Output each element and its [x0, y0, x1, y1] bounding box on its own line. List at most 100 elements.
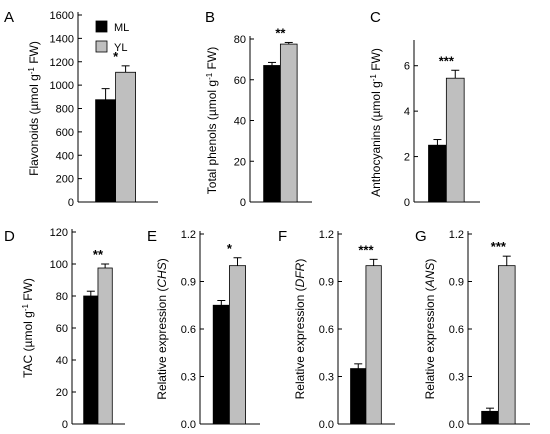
y-axis-label: Total phenols (µmol g-1 FW): [205, 47, 220, 194]
y-tick-label: 1.2: [181, 229, 196, 241]
legend-swatch-ml: [95, 20, 108, 33]
panel-letter: C: [370, 9, 381, 26]
bar-ml: [481, 410, 499, 425]
y-tick-label: 0.6: [449, 324, 464, 336]
panel-a: A 0 200 400 600 800 1000 1200 1400 1600 Flavonoids…: [4, 9, 158, 209]
error-bar-ml: [86, 290, 95, 296]
error-bar-ml: [268, 61, 277, 66]
bar-yl: [228, 265, 246, 425]
bar-ml: [83, 295, 99, 425]
y-tick-label: 1000: [50, 80, 74, 92]
bar-ml: [428, 144, 447, 203]
y-tick-label: 0.0: [449, 419, 464, 431]
panel-letter: D: [4, 228, 15, 245]
significance-label: ***: [358, 242, 374, 257]
y-tick-label: 0.0: [319, 419, 334, 431]
y-tick-label: 4: [404, 106, 410, 118]
panel-letter: B: [205, 9, 215, 26]
y-tick-label: 80: [234, 34, 246, 46]
y-tick-label: 60: [56, 323, 68, 335]
error-bar-ml: [217, 300, 226, 306]
y-tick-label: 120: [50, 227, 68, 239]
error-bar-yl: [369, 258, 378, 266]
y-tick-label: 1400: [50, 33, 74, 45]
y-tick-label: 80: [56, 291, 68, 303]
significance-label: ***: [491, 239, 507, 254]
panel-letter: F: [278, 228, 287, 245]
y-tick-label: 0: [240, 197, 246, 209]
bar-yl: [497, 265, 516, 425]
significance-label: **: [93, 247, 104, 262]
y-tick-label: 0.9: [449, 277, 464, 289]
y-tick-label: 0.3: [449, 372, 464, 384]
y-tick-label: 0.0: [181, 419, 196, 431]
legend-label-yl: YL: [114, 42, 127, 54]
y-tick-label: 100: [50, 259, 68, 271]
y-tick-label: 0.6: [181, 324, 196, 336]
y-axis-label: TAC (µmol g-1 FW): [21, 278, 36, 378]
error-bar-ml: [433, 139, 442, 146]
y-tick-label: 6: [404, 61, 410, 73]
error-bar-ml: [101, 88, 110, 100]
y-tick-label: 600: [56, 127, 74, 139]
y-tick-label: 2: [404, 152, 410, 164]
y-axis-label: Anthocyanins (µmol g-1 FW): [369, 48, 384, 197]
panel-letter: G: [415, 228, 427, 245]
bar-ml: [95, 99, 116, 203]
y-tick-label: 0: [62, 419, 68, 431]
bar-yl: [365, 265, 382, 425]
y-tick-label: 40: [56, 355, 68, 367]
legend-label-ml: ML: [114, 22, 129, 34]
y-tick-label: 20: [234, 156, 246, 168]
y-tick-label: 200: [56, 174, 74, 186]
bar-yl: [115, 71, 136, 203]
significance-label: *: [227, 241, 233, 256]
error-bar-ml: [486, 407, 495, 412]
bar-ml: [212, 304, 230, 425]
y-axis-label: Relative expression (CHS): [155, 258, 169, 399]
y-tick-label: 1200: [50, 57, 74, 69]
y-tick-label: 0.6: [319, 324, 334, 336]
y-tick-label: 0.9: [319, 277, 334, 289]
panel-b: B 0 20 40 60 80 Total phenols (µmol g-1 FW) **: [205, 9, 312, 209]
y-tick-label: 60: [234, 75, 246, 87]
significance-label: ***: [439, 53, 455, 68]
legend: ML YL: [95, 20, 129, 54]
panel-e: E 0.0 0.3 0.6 0.9 1.2 Relative expression (CHS…: [147, 228, 260, 431]
bar-yl: [445, 77, 465, 203]
y-axis-label: Relative expression (ANS): [423, 259, 437, 400]
y-tick-label: 20: [56, 387, 68, 399]
bar-yl: [279, 43, 298, 203]
panel-letter: A: [4, 9, 14, 26]
panel-letter: E: [147, 228, 157, 245]
panel-f: F 0.0 0.3 0.6 0.9 1.2 Relative expression (DFR…: [278, 228, 395, 431]
panel-g: G 0.0 0.3 0.6 0.9 1.2 Relative expression (ANS…: [415, 228, 530, 431]
significance-label: **: [275, 25, 286, 40]
bar-ml: [350, 368, 367, 425]
panel-c: C 0 2 4 6 Anthocyanins (µmol g-1 FW) ***: [369, 9, 480, 209]
panel-d: D 0 20 40 60 80 100 120 TAC (µmol g-1 FW) **: [4, 227, 125, 431]
y-tick-label: 400: [56, 150, 74, 162]
error-bar-yl: [502, 255, 511, 266]
y-axis-label: Relative expression (DFR): [293, 259, 307, 400]
legend-swatch-yl: [95, 40, 108, 53]
error-bar-yl: [451, 69, 460, 79]
y-tick-label: 0: [68, 197, 74, 209]
bar-ml: [263, 65, 281, 203]
y-tick-label: 1.2: [319, 229, 334, 241]
y-tick-label: 0.3: [181, 372, 196, 384]
error-bar-ml: [354, 363, 363, 369]
error-bar-yl: [101, 263, 110, 268]
bar-yl: [97, 267, 113, 425]
error-bar-yl: [284, 41, 293, 45]
y-tick-label: 0.9: [181, 277, 196, 289]
y-tick-label: 1.2: [449, 229, 464, 241]
error-bar-yl: [233, 257, 242, 266]
y-tick-label: 40: [234, 116, 246, 128]
y-tick-label: 0.3: [319, 372, 334, 384]
y-tick-label: 0: [404, 197, 410, 209]
y-tick-label: 1600: [50, 10, 74, 22]
y-axis-label: Flavonoids (µmol g-1 FW): [27, 41, 42, 176]
y-tick-label: 800: [56, 104, 74, 116]
